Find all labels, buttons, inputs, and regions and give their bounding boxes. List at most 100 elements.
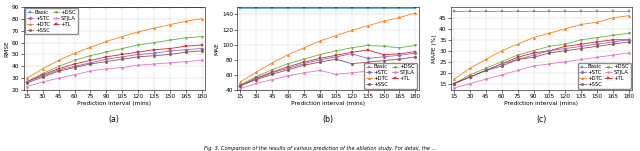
+STC [118, 56, 126, 58]
+STC [514, 59, 522, 60]
STJLA [466, 83, 474, 85]
+DSC [23, 81, 31, 83]
STJLA [348, 72, 356, 74]
+TL [198, 44, 205, 46]
+SSC [23, 82, 31, 84]
Line: Basic: Basic [452, 10, 630, 13]
+DTC [300, 47, 308, 49]
+TL [514, 56, 522, 58]
+SSC [546, 52, 554, 54]
+TL [466, 76, 474, 78]
+SSC [134, 56, 142, 58]
+TL [625, 39, 633, 41]
STJLA [561, 61, 569, 63]
+DTC [530, 37, 538, 39]
STJLA [450, 87, 458, 89]
+DSC [412, 45, 419, 46]
+SSC [482, 70, 490, 71]
Basic [86, 6, 94, 8]
STJLA [102, 68, 110, 70]
+SSC [561, 50, 569, 52]
+DSC [198, 36, 205, 37]
Text: (c): (c) [536, 115, 547, 124]
+DTC [625, 15, 633, 17]
Line: +DSC: +DSC [239, 44, 417, 86]
+TL [118, 54, 126, 55]
Basic [593, 10, 601, 12]
+DSC [70, 59, 78, 61]
+DSC [284, 63, 292, 65]
STJLA [482, 78, 490, 80]
+SSC [364, 61, 371, 63]
+SSC [86, 63, 94, 65]
Basic [39, 6, 47, 8]
Basic [348, 7, 356, 9]
+TL [332, 54, 340, 56]
Basic [316, 7, 324, 9]
+STC [268, 72, 276, 74]
Basic [70, 6, 78, 8]
Basic [609, 10, 617, 12]
+SSC [466, 76, 474, 78]
Text: (b): (b) [323, 115, 333, 124]
Basic [284, 7, 292, 9]
+STC [609, 41, 617, 43]
STJLA [577, 59, 585, 60]
+STC [300, 63, 308, 65]
+STC [348, 53, 356, 55]
STJLA [55, 77, 63, 79]
Line: +TL: +TL [452, 39, 630, 85]
+SSC [150, 55, 158, 57]
+STC [561, 48, 569, 49]
+SSC [39, 76, 47, 78]
+TL [55, 68, 63, 70]
Line: +SSC: +SSC [239, 56, 417, 87]
STJLA [182, 61, 189, 63]
+STC [86, 62, 94, 64]
+STC [412, 52, 419, 54]
+SSC [514, 59, 522, 60]
+STC [102, 58, 110, 60]
+STC [498, 63, 506, 65]
+TL [316, 58, 324, 59]
+DSC [252, 76, 260, 77]
+STC [396, 54, 403, 56]
+DSC [546, 45, 554, 47]
STJLA [284, 75, 292, 77]
+DTC [284, 54, 292, 55]
+TL [102, 56, 110, 58]
+DSC [150, 42, 158, 43]
+DTC [182, 20, 189, 22]
STJLA [412, 67, 419, 68]
+STC [316, 59, 324, 61]
Line: +TL: +TL [239, 49, 417, 87]
STJLA [625, 52, 633, 54]
Basic [300, 7, 308, 9]
+TL [396, 53, 403, 55]
+SSC [198, 50, 205, 52]
+TL [150, 49, 158, 51]
+SSC [450, 83, 458, 85]
+STC [166, 50, 173, 52]
+STC [364, 58, 371, 59]
Y-axis label: MAE: MAE [215, 42, 220, 55]
+DTC [118, 36, 126, 37]
+DTC [450, 78, 458, 80]
+DTC [561, 28, 569, 30]
STJLA [332, 73, 340, 75]
STJLA [134, 64, 142, 66]
+DSC [182, 37, 189, 39]
Text: Fig. 3. Comparison of the results of various prediction of the ablation study. F: Fig. 3. Comparison of the results of var… [204, 146, 436, 151]
+STC [530, 54, 538, 56]
+TL [364, 49, 371, 51]
Line: STJLA: STJLA [239, 66, 417, 90]
+TL [609, 39, 617, 41]
Basic [466, 10, 474, 12]
STJLA [150, 63, 158, 65]
+DTC [514, 43, 522, 45]
+STC [450, 83, 458, 85]
Basic [150, 6, 158, 8]
Legend: Basic, +STC, +DTC, +SSC, +DSC, STJLA, +TL: Basic, +STC, +DTC, +SSC, +DSC, STJLA, +T… [25, 8, 78, 34]
+SSC [498, 65, 506, 67]
+SSC [166, 54, 173, 55]
